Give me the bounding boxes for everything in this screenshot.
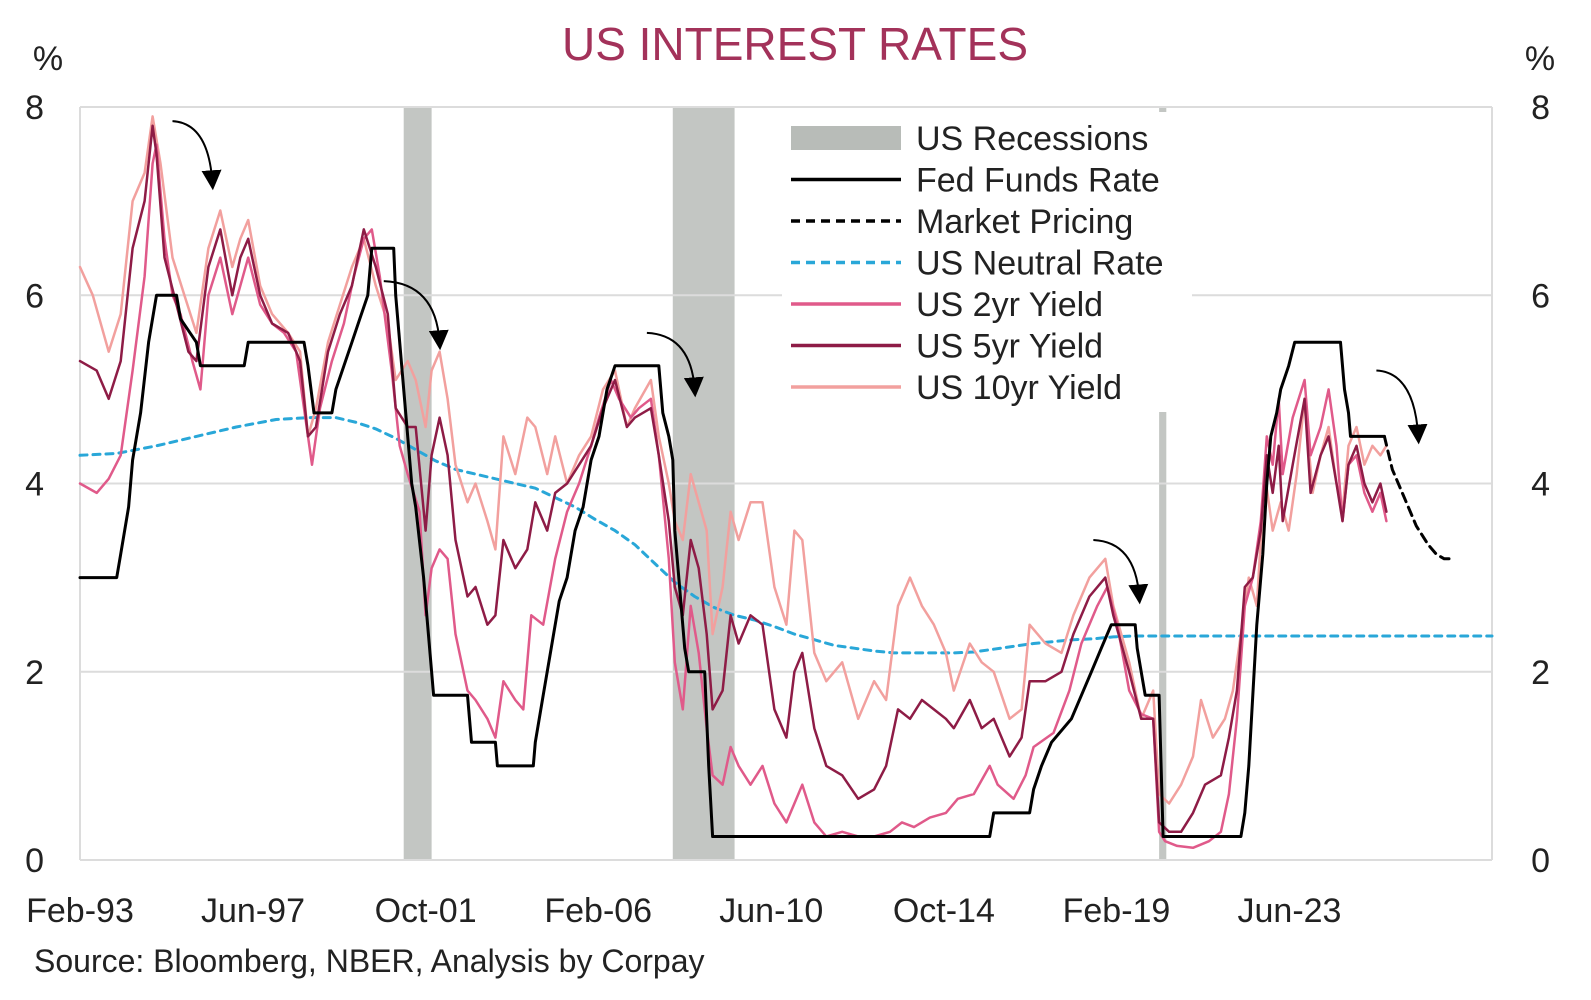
y-axis-unit-right: %	[1525, 40, 1555, 78]
trend-arrow-0	[172, 121, 212, 182]
x-tick-5: Oct-14	[893, 892, 995, 930]
series-market-pricing	[1384, 436, 1452, 558]
y-tick-left-0: 0	[25, 842, 44, 880]
y-tick-left-2: 4	[25, 466, 44, 504]
y-tick-right-4: 8	[1531, 89, 1550, 127]
y-tick-right-1: 2	[1531, 654, 1550, 692]
y-tick-left-1: 2	[25, 654, 44, 692]
x-axis: Feb-93 Jun-97 Oct-01 Feb-06 Jun-10 Oct-14 Feb-…	[26, 892, 1341, 930]
legend-us-recessions-swatch	[791, 126, 901, 150]
legend-us-10yr-yield-label: US 10yr Yield	[916, 369, 1122, 407]
legend-fed-funds-rate-label: Fed Funds Rate	[916, 162, 1160, 200]
x-tick-6: Feb-19	[1063, 892, 1171, 930]
chart-title: US INTEREST RATES	[562, 18, 1028, 70]
x-tick-1: Jun-97	[201, 892, 305, 930]
legend-us-recessions-label: US Recessions	[916, 120, 1148, 158]
legend-market-pricing-label: Market Pricing	[916, 203, 1133, 241]
legend-us-neutral-rate-label: US Neutral Rate	[916, 245, 1164, 283]
x-tick-7: Jun-23	[1238, 892, 1342, 930]
x-tick-3: Feb-06	[544, 892, 652, 930]
legend-us-2yr-yield-label: US 2yr Yield	[916, 286, 1103, 324]
y-tick-right-3: 6	[1531, 277, 1550, 315]
x-tick-4: Jun-10	[719, 892, 823, 930]
y-tick-right-2: 4	[1531, 466, 1550, 504]
legend-us-5yr-yield-label: US 5yr Yield	[916, 328, 1103, 366]
y-axis-left: 0 2 4 6 8	[25, 89, 44, 880]
y-axis-right: 0 2 4 6 8	[1531, 89, 1550, 880]
y-axis-unit-left: %	[33, 40, 63, 78]
y-tick-right-0: 0	[1531, 842, 1550, 880]
trend-arrow-4	[1376, 371, 1418, 437]
us-interest-rates-chart: US INTEREST RATES % % 0 2 4 6 8 0 2 4 6 8 Feb-93…	[0, 0, 1591, 1000]
y-tick-left-4: 8	[25, 89, 44, 127]
x-tick-0: Feb-93	[26, 892, 134, 930]
trend-arrow-3	[1093, 540, 1139, 596]
x-tick-2: Oct-01	[375, 892, 477, 930]
source-note: Source: Bloomberg, NBER, Analysis by Cor…	[34, 943, 705, 979]
y-tick-left-3: 6	[25, 277, 44, 315]
